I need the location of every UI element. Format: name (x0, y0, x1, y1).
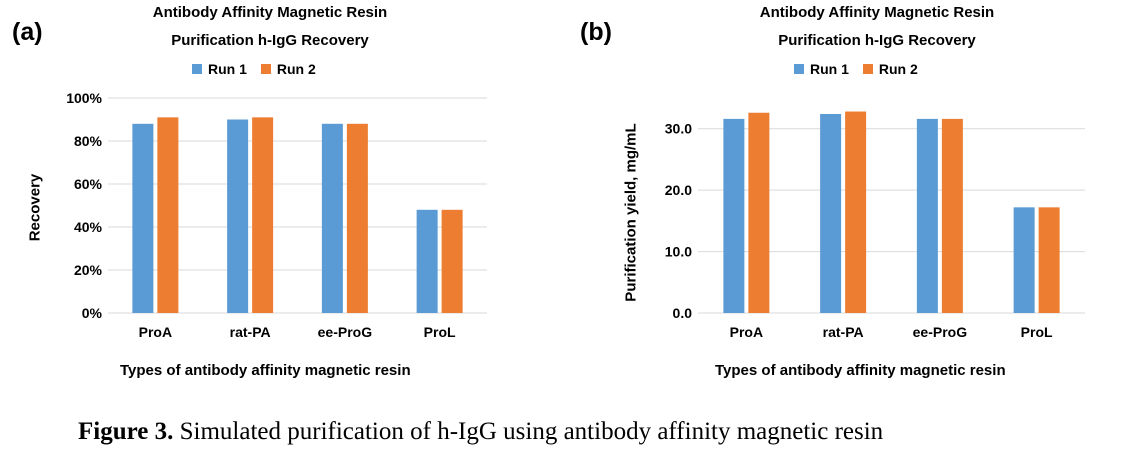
legend-label-run1: Run 1 (810, 61, 849, 77)
bar-run2 (252, 117, 274, 313)
legend-swatch-run2 (260, 64, 271, 74)
y-tick-label: 60% (74, 176, 103, 192)
bar-run1 (723, 118, 745, 313)
legend-item-run1: Run 1 (192, 61, 247, 77)
legend: Run 1 Run 2 (192, 61, 316, 77)
y-tick-label: 20.0 (665, 182, 692, 198)
x-tick-label: ProA (139, 324, 172, 340)
bar-run1 (820, 113, 842, 313)
panel-label: (a) (12, 18, 43, 46)
bar-run1 (1013, 207, 1035, 313)
x-tick-label: ee-ProG (913, 324, 968, 340)
bar-run1 (416, 209, 438, 313)
legend: Run 1 Run 2 (794, 61, 918, 77)
x-axis-label: Types of antibody affinity magnetic resi… (715, 362, 1006, 379)
bar-run1 (321, 123, 343, 313)
y-tick-label: 0.0 (673, 305, 693, 321)
y-tick-label: 100% (66, 90, 102, 106)
y-tick-label: 20% (74, 262, 103, 278)
x-tick-label: ee-ProG (318, 324, 373, 340)
chart-title-line2: Purification h-IgG Recovery (778, 32, 976, 49)
x-tick-label: rat-PA (823, 324, 864, 340)
bar-run2 (941, 118, 963, 313)
x-tick-label: ProA (730, 324, 763, 340)
y-tick-label: 10.0 (665, 244, 692, 260)
bar-run2 (346, 123, 368, 313)
legend-item-run2: Run 2 (862, 61, 918, 77)
chart-title-line1: Antibody Affinity Magnetic Resin (759, 4, 995, 21)
legend-label-run1: Run 1 (208, 61, 247, 77)
x-tick-label: rat-PA (230, 324, 271, 340)
legend-item-run2: Run 2 (260, 61, 316, 77)
legend-swatch-run1 (192, 64, 202, 74)
legend-item-run1: Run 1 (794, 61, 849, 77)
bar-run1 (132, 123, 154, 313)
figure-caption-label: Figure 3. (78, 418, 174, 445)
chart-plot-b: 0.0 10.0 20.0 30.0 ProA rat-PA ee-ProG ProL (665, 111, 1085, 340)
y-tick-label: 0% (82, 305, 103, 321)
bar-run2 (441, 209, 463, 313)
chart-plot-a: 0% 20% 40% 60% 80% 100% ProA rat-PA ee-ProG ProL (66, 90, 487, 340)
bar-run1 (227, 119, 249, 313)
chart-panel-a: (a) Antibody Affinity Magnetic Resin Pur… (0, 0, 560, 400)
legend-label-run2: Run 2 (878, 61, 918, 77)
chart-panel-b: (b) Antibody Affinity Magnetic Resin Pur… (570, 0, 1135, 400)
panel-label: (b) (580, 18, 612, 46)
y-tick-label: 40% (74, 219, 103, 235)
legend-swatch-run2 (862, 64, 873, 74)
bar-run2 (845, 111, 867, 313)
bar-run2 (748, 112, 770, 313)
bar-run1 (916, 118, 938, 313)
y-tick-label: 80% (74, 133, 103, 149)
figure-caption: Figure 3. Simulated purification of h-Ig… (78, 418, 883, 446)
x-axis-label: Types of antibody affinity magnetic resi… (120, 362, 411, 379)
legend-label-run2: Run 2 (276, 61, 316, 77)
chart-title-line2: Purification h-IgG Recovery (171, 32, 369, 49)
bar-run2 (1038, 207, 1060, 313)
figure-caption-text: Simulated purification of h-IgG using an… (173, 418, 884, 445)
legend-swatch-run1 (794, 64, 804, 74)
x-tick-label: ProL (1021, 324, 1053, 340)
bar-run2 (157, 117, 179, 313)
x-tick-label: ProL (424, 324, 456, 340)
y-tick-label: 30.0 (665, 121, 692, 137)
chart-title-line1: Antibody Affinity Magnetic Resin (152, 4, 388, 21)
